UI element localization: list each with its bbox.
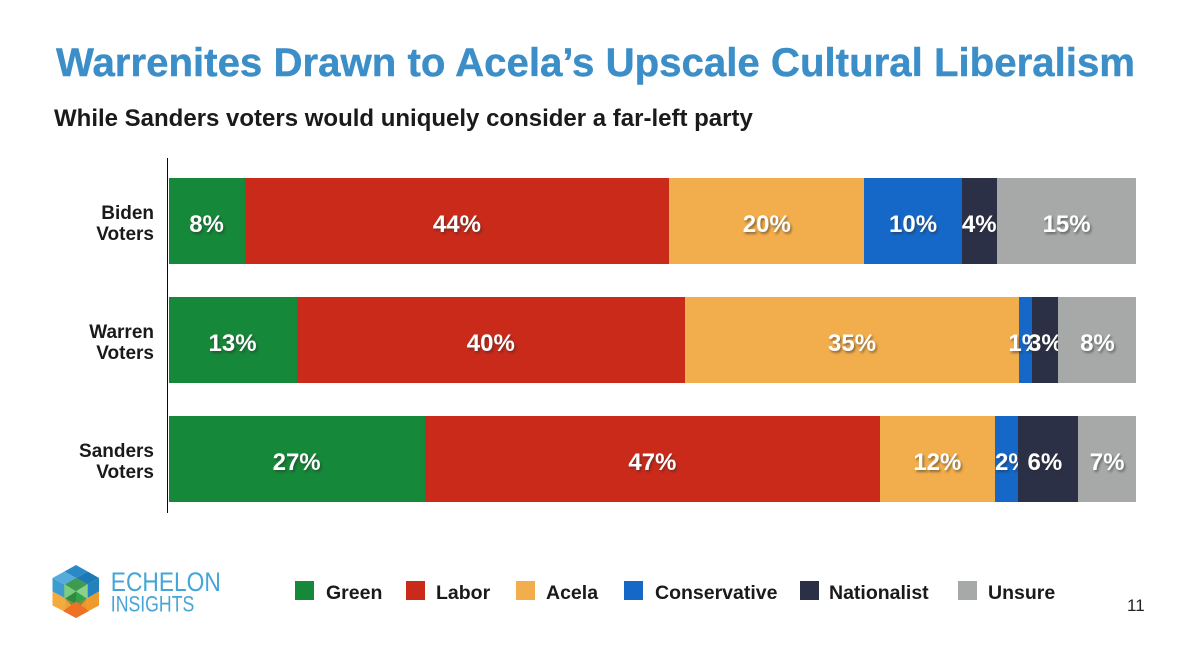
svg-text:ECHELON: ECHELON	[111, 567, 221, 597]
svg-text:INSIGHTS: INSIGHTS	[111, 592, 195, 617]
